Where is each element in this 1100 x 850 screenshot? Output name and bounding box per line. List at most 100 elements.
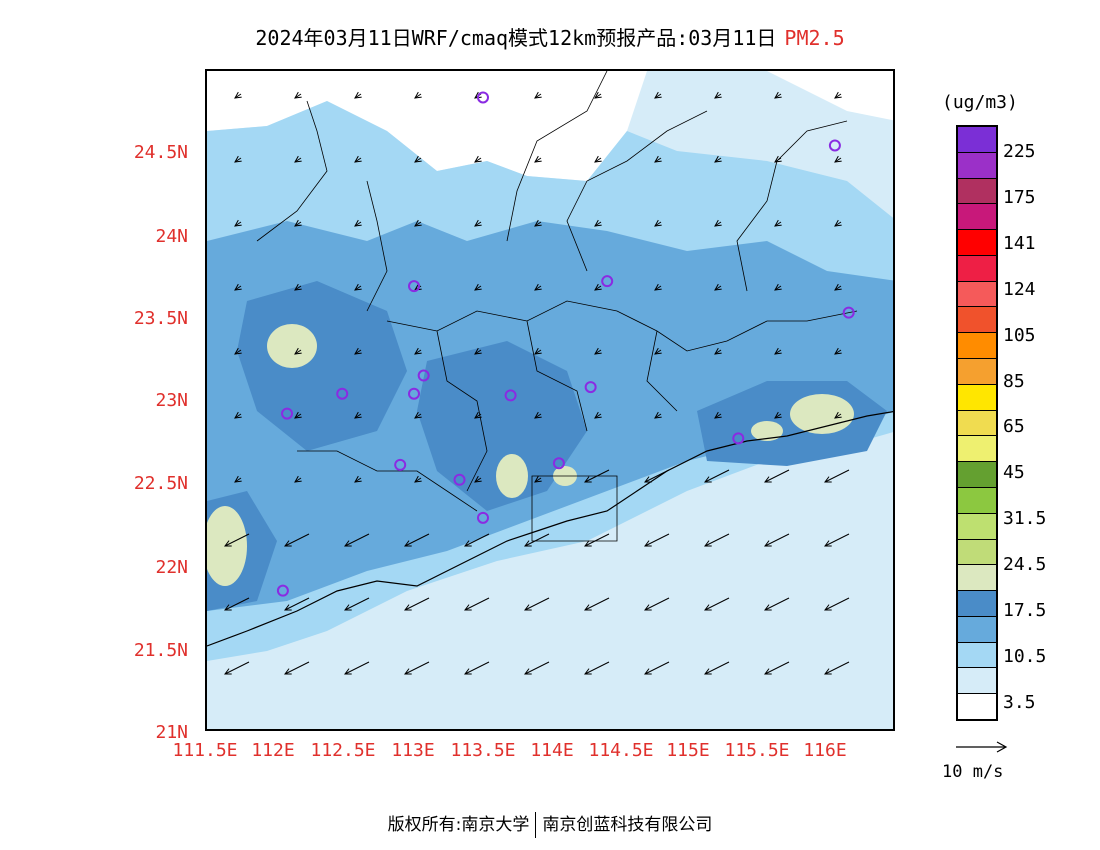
station-marker[interactable]: [394, 458, 407, 471]
wind-arrow: [234, 91, 242, 99]
station-marker[interactable]: [453, 473, 466, 486]
legend-label: 31.5: [1003, 508, 1047, 529]
station-marker[interactable]: [601, 275, 614, 288]
wind-arrow: [294, 475, 302, 483]
wind-arrow: [774, 155, 782, 163]
color-swatch: [958, 486, 996, 513]
wind-arrow: [294, 411, 302, 419]
wind-arrow: [594, 219, 602, 227]
wind-arrow: [594, 411, 602, 419]
wind-arrow: [704, 533, 730, 547]
color-swatch: [958, 177, 996, 204]
wind-arrow: [474, 411, 482, 419]
band-dark: [237, 281, 407, 451]
wind-arrow: [774, 91, 782, 99]
color-swatch: [958, 615, 996, 642]
station-marker[interactable]: [276, 584, 289, 597]
legend-label: 141: [1003, 233, 1036, 254]
wind-arrow: [464, 533, 490, 547]
wind-arrow: [344, 533, 370, 547]
lat-label: 23.5N: [133, 308, 188, 329]
wind-arrow: [234, 347, 242, 355]
wind-arrow: [234, 155, 242, 163]
wind-arrow: [714, 91, 722, 99]
wind-arrow: [464, 597, 490, 611]
wind-arrow: [654, 411, 662, 419]
lon-label: 112E: [251, 740, 295, 761]
station-marker[interactable]: [828, 139, 841, 152]
wind-arrow: [284, 533, 310, 547]
color-swatch: [958, 306, 996, 333]
station-marker[interactable]: [408, 280, 420, 293]
company-name: 南京创蓝科技有限公司: [542, 815, 713, 835]
station-marker[interactable]: [842, 306, 855, 319]
legend-label: 24.5: [1003, 554, 1047, 575]
wind-arrow: [354, 475, 362, 483]
wind-field: [224, 91, 850, 675]
color-swatch: [958, 512, 996, 539]
color-swatch: [958, 435, 996, 462]
wind-arrow: [594, 91, 602, 99]
wind-arrow: [354, 219, 362, 227]
station-marker[interactable]: [477, 91, 489, 104]
wind-arrow: [534, 91, 542, 99]
wind-arrow: [714, 347, 722, 355]
wind-arrow: [414, 155, 422, 163]
station-marker[interactable]: [281, 407, 294, 420]
wind-arrow: [654, 283, 662, 291]
wind-arrow: [534, 411, 542, 419]
wind-arrow: [824, 661, 850, 675]
wind-arrow: [834, 283, 842, 291]
wind-arrow: [834, 347, 842, 355]
map-canvas: [207, 71, 893, 675]
wind-arrow: [234, 475, 242, 483]
legend-label: 175: [1003, 187, 1036, 208]
station-marker[interactable]: [417, 369, 430, 382]
wind-arrow: [474, 219, 482, 227]
wind-arrow: [224, 533, 250, 547]
legend-label: 124: [1003, 279, 1036, 300]
color-swatch: [958, 383, 996, 410]
wind-arrow: [704, 597, 730, 611]
wind-arrow: [534, 155, 542, 163]
color-swatch: [958, 641, 996, 668]
lat-label: 23N: [155, 390, 188, 411]
color-swatch: [958, 667, 996, 694]
wind-arrow: [654, 155, 662, 163]
station-marker[interactable]: [732, 432, 745, 445]
wind-arrow: [584, 469, 610, 483]
station-marker[interactable]: [336, 387, 349, 400]
copyright-text: 版权所有:南京大学: [387, 815, 530, 835]
wind-arrow: [824, 597, 850, 611]
wind-arrow: [774, 283, 782, 291]
legend-label: 17.5: [1003, 600, 1047, 621]
wind-arrow: [404, 533, 430, 547]
lon-label: 113.5E: [450, 740, 516, 761]
wind-arrow: [294, 219, 302, 227]
wind-arrow: [764, 661, 790, 675]
wind-arrow: [414, 219, 422, 227]
pm25-concentration-map[interactable]: [205, 69, 895, 731]
wind-arrow: [524, 597, 550, 611]
station-marker[interactable]: [584, 381, 597, 394]
station-marker[interactable]: [408, 387, 420, 400]
station-marker[interactable]: [552, 457, 565, 470]
wind-arrow: [404, 661, 430, 675]
lon-label: 114E: [530, 740, 574, 761]
wind-arrow: [294, 283, 302, 291]
lon-label: 115E: [666, 740, 710, 761]
wind-arrow: [294, 155, 302, 163]
color-swatch: [958, 127, 996, 152]
wind-arrow: [234, 411, 242, 419]
color-swatch: [958, 461, 996, 487]
legend-label: 3.5: [1003, 692, 1036, 713]
legend-label: 85: [1003, 371, 1025, 392]
wind-arrow: [654, 91, 662, 99]
wind-arrow: [834, 411, 842, 419]
station-marker[interactable]: [504, 389, 517, 402]
wind-arrow: [644, 469, 670, 483]
wind-arrow: [834, 155, 842, 163]
wind-arrow: [474, 283, 482, 291]
wind-arrow: [414, 91, 422, 99]
station-marker[interactable]: [477, 511, 489, 524]
